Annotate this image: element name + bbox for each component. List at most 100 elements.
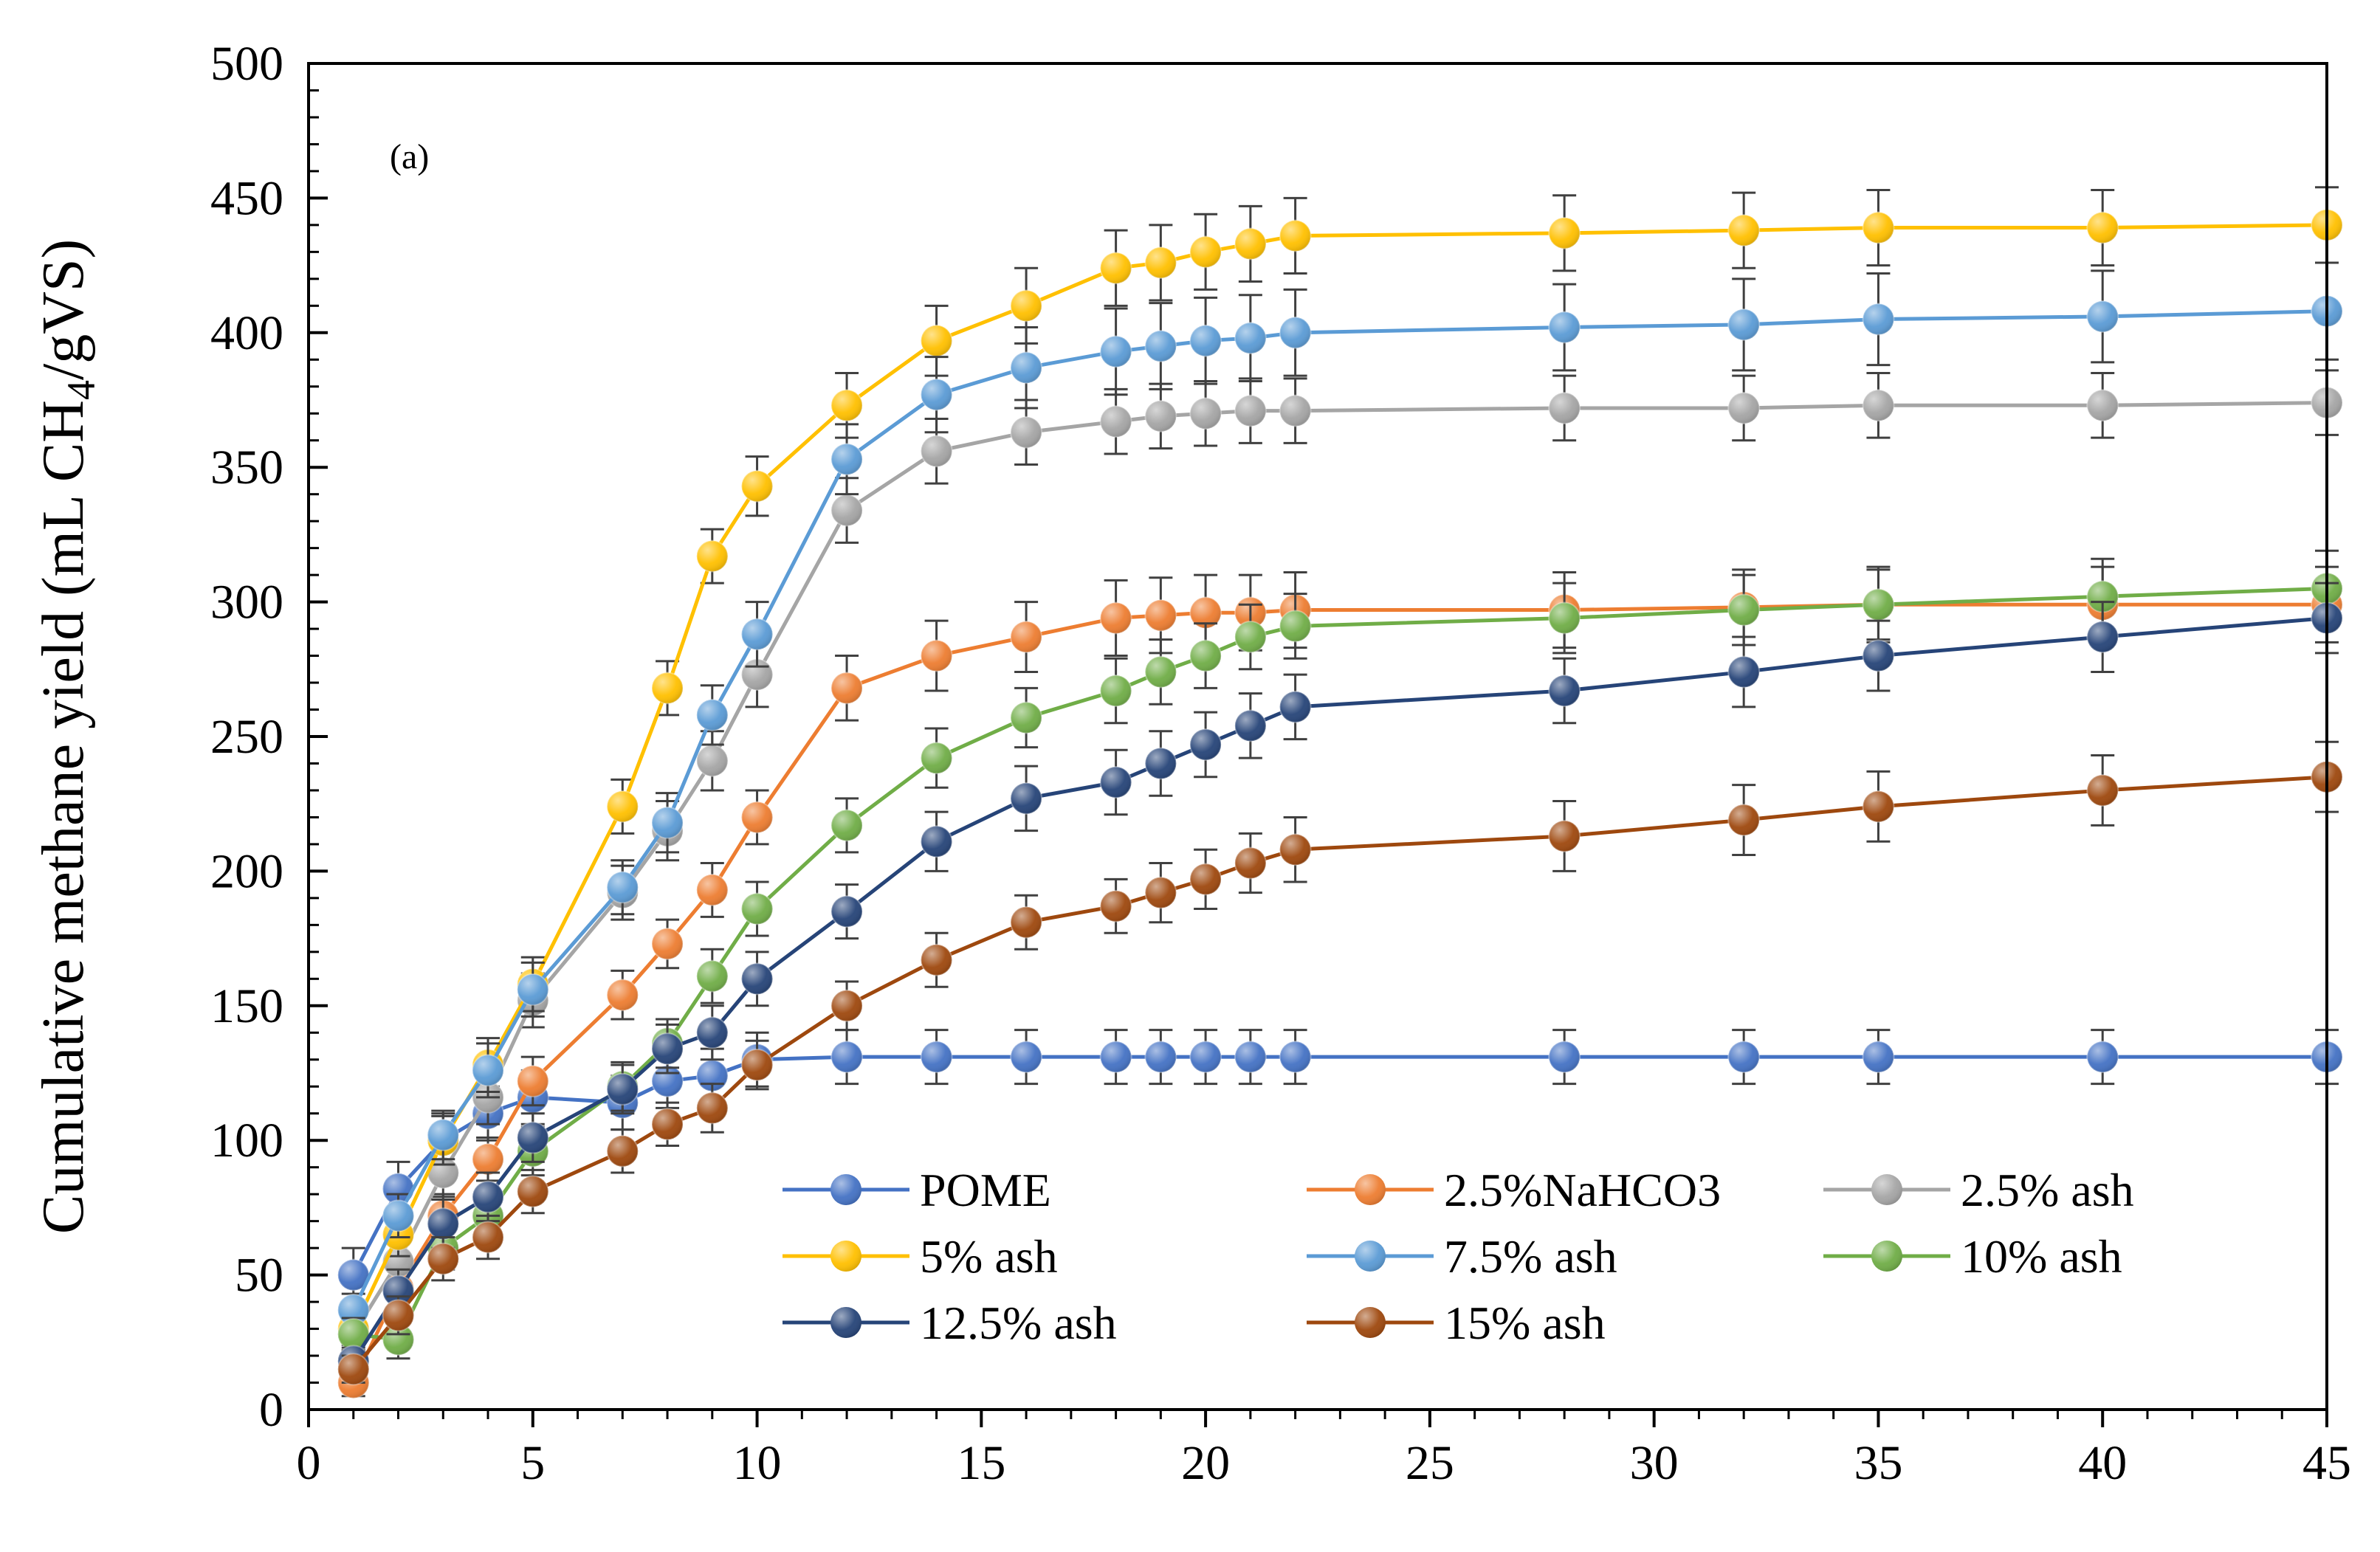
data-point-shine [921, 1041, 952, 1073]
data-point-shine [1549, 820, 1581, 852]
data-point-shine [382, 1275, 414, 1307]
data-point-shine [921, 826, 952, 858]
data-point-shine [1011, 1041, 1042, 1073]
data-point-shine [2087, 774, 2119, 806]
legend-marker-shine [1871, 1174, 1902, 1205]
series-12-5-ash [337, 582, 2343, 1378]
series-15-ash [337, 740, 2343, 1386]
data-point-shine [427, 1208, 459, 1240]
y-axis-title-suffix: /gVS) [31, 239, 96, 380]
data-point-shine [517, 1176, 548, 1207]
x-tick-label: 0 [297, 1436, 321, 1490]
data-point-shine [1100, 406, 1132, 438]
data-point-shine [741, 1049, 773, 1081]
panel-label: (a) [390, 137, 429, 176]
data-point-shine [696, 699, 728, 731]
y-tick-label: 300 [210, 576, 283, 630]
y-tick-label: 50 [235, 1249, 283, 1303]
data-point-shine [921, 435, 952, 467]
data-point-shine [1100, 1041, 1132, 1073]
data-point-shine [1863, 303, 1894, 335]
data-point-shine [696, 745, 728, 776]
legend-marker-shine [830, 1174, 861, 1205]
series-10-ash [337, 549, 2343, 1360]
legend-label: POME [920, 1164, 1051, 1216]
data-point-shine [1279, 691, 1311, 722]
data-point-shine [382, 1324, 414, 1356]
series-line-10-ash [353, 586, 2328, 1342]
data-point-shine [1190, 597, 1222, 629]
data-point-shine [1190, 236, 1222, 268]
data-point-shine [382, 1200, 414, 1232]
data-point-shine [741, 618, 773, 650]
x-tick-label: 35 [1854, 1436, 1902, 1490]
data-point-shine [831, 1041, 863, 1073]
data-point-shine [741, 963, 773, 995]
legend-item-7-5-ash: 7.5% ash [1307, 1230, 1617, 1283]
data-point-shine [1190, 325, 1222, 356]
series-line-15-ash [351, 775, 2328, 1370]
data-point-shine [1145, 331, 1177, 362]
data-point-shine [1234, 1041, 1266, 1073]
data-point-shine [2087, 212, 2119, 244]
legend-label: 2.5%NaHCO3 [1444, 1164, 1721, 1216]
data-point-shine [696, 960, 728, 992]
legend-marker-shine [830, 1307, 861, 1338]
data-point-shine [1863, 390, 1894, 421]
data-point-shine [1234, 323, 1266, 354]
data-point-shine [1100, 602, 1132, 634]
y-tick-label: 100 [210, 1114, 283, 1168]
legend-label: 15% ash [1444, 1297, 1606, 1349]
data-point-shine [1190, 728, 1222, 760]
data-point-shine [1145, 877, 1177, 908]
x-tick-label: 5 [520, 1436, 545, 1490]
data-point-shine [1549, 1041, 1581, 1073]
legend-marker-shine [1355, 1174, 1386, 1205]
data-point-shine [1279, 610, 1311, 642]
series-line-2-5-ash [351, 401, 2328, 1336]
data-point-shine [1549, 217, 1581, 249]
data-point-shine [607, 1135, 639, 1167]
series-line-pome [351, 1055, 2327, 1276]
error-bars-15-ash [341, 740, 2339, 1384]
data-point-shine [696, 1017, 728, 1049]
y-tick-label: 500 [210, 37, 283, 91]
data-point-shine [1145, 599, 1177, 631]
data-point-shine [1863, 589, 1894, 621]
data-point-shine [741, 801, 773, 833]
data-point-shine [1234, 395, 1266, 427]
legend-item-5-ash: 5% ash [783, 1230, 1058, 1283]
series-layer [337, 186, 2343, 1399]
legend-label: 5% ash [920, 1230, 1058, 1283]
data-point-shine [1234, 621, 1266, 653]
x-tick-label: 25 [1406, 1436, 1454, 1490]
data-point-shine [1549, 602, 1581, 634]
y-axis-title-subscript: 4 [59, 380, 103, 400]
y-tick-label: 400 [210, 306, 283, 360]
data-point-shine [472, 1221, 504, 1253]
data-point-shine [1728, 215, 1760, 246]
data-point-shine [2087, 300, 2119, 332]
data-point-shine [1100, 890, 1132, 922]
series-line-5-ash [351, 223, 2328, 1330]
data-point-shine [607, 979, 639, 1011]
legend-item-pome: POME [783, 1164, 1051, 1216]
data-point-shine [652, 807, 684, 838]
legend-label: 12.5% ash [920, 1297, 1117, 1349]
data-point-shine [337, 1353, 369, 1385]
data-point-shine [1190, 398, 1222, 430]
data-point-shine [1549, 675, 1581, 706]
data-point-shine [1011, 416, 1042, 448]
y-axis-title: Cumulative methane yield (mL CH4/gVS) [31, 239, 103, 1234]
data-point-shine [1011, 352, 1042, 384]
data-point-shine [1728, 804, 1760, 836]
data-point-shine [2087, 581, 2119, 613]
legend-marker-shine [830, 1241, 861, 1272]
series-line-2-5-nahco3 [351, 602, 2327, 1384]
data-point-shine [1190, 863, 1222, 895]
data-point-shine [1863, 1041, 1894, 1073]
data-point-shine [921, 379, 952, 410]
y-tick-label: 250 [210, 710, 283, 764]
data-point-shine [517, 973, 548, 1005]
data-point-shine [1279, 395, 1311, 427]
